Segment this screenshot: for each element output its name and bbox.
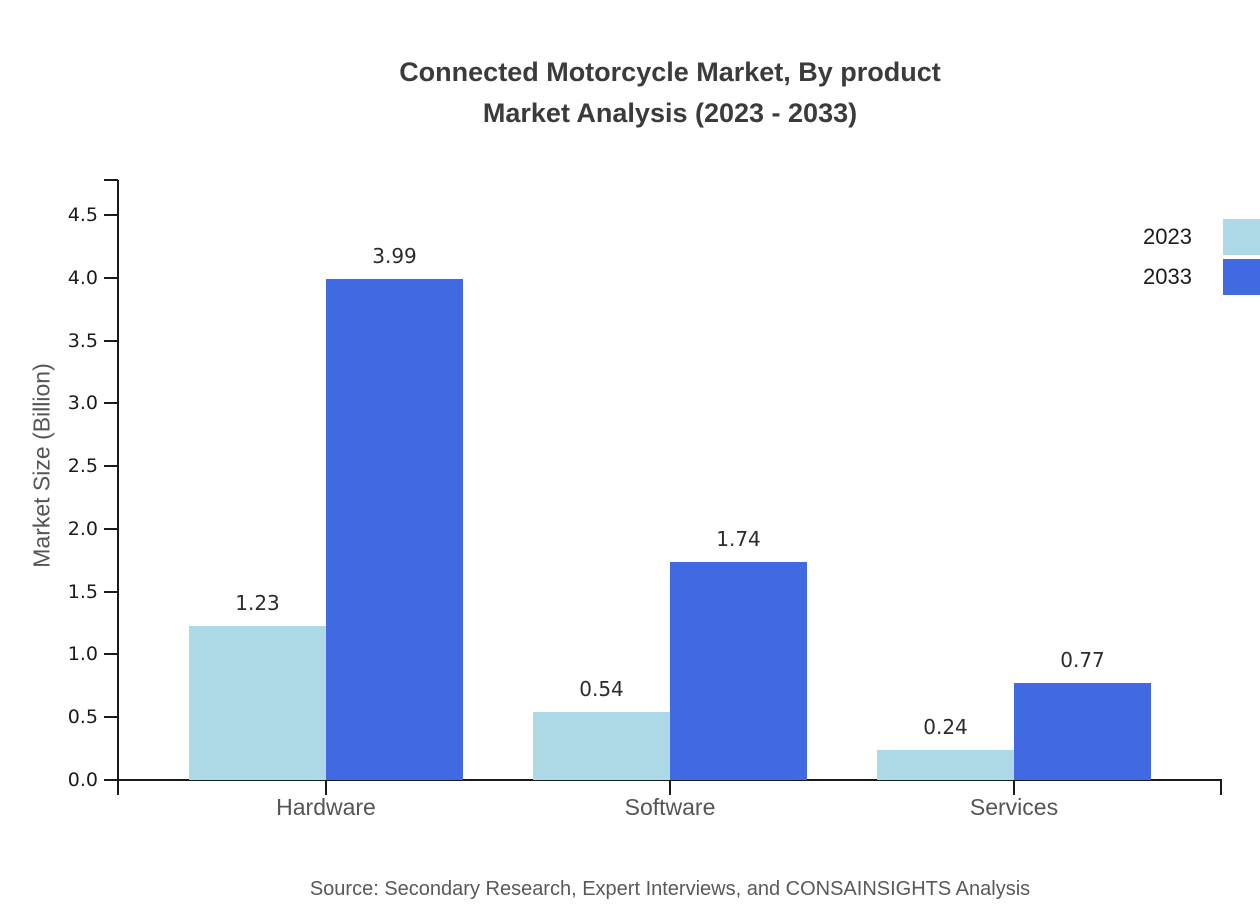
y-tick-label: 2.5 [67, 455, 98, 477]
x-tick-mark [669, 780, 671, 795]
y-tick-mark [104, 716, 118, 718]
y-tick-label: 3.5 [67, 330, 98, 352]
y-axis-line [117, 180, 119, 781]
legend-label-2023: 2023 [1143, 224, 1192, 249]
legend-swatch-2023 [1223, 219, 1260, 255]
bar-2023-services [877, 750, 1014, 780]
y-tick-mark [104, 465, 118, 467]
y-tick-label: 1.0 [67, 643, 98, 665]
x-category-label: Hardware [276, 794, 376, 820]
chart-title-line-1: Connected Motorcycle Market, By product [399, 57, 941, 87]
bar-value-label: 3.99 [372, 244, 417, 268]
y-tick-mark [104, 277, 118, 279]
x-axis-end-cap-left [117, 780, 119, 795]
source-note: Source: Secondary Research, Expert Inter… [309, 878, 1031, 900]
bar-value-label: 0.77 [1060, 648, 1105, 672]
y-tick-mark [104, 528, 118, 530]
y-tick-label: 2.0 [67, 518, 98, 540]
x-category-label: Services [969, 794, 1059, 820]
x-axis-end-cap-right [1220, 780, 1222, 795]
bar-value-label: 0.54 [579, 677, 624, 701]
bar-2023-hardware [189, 626, 326, 780]
legend-swatch-2033 [1223, 259, 1260, 295]
y-tick-label: 4.5 [67, 204, 98, 226]
chart-title: Connected Motorcycle Market, By product … [118, 52, 1222, 134]
chart-title-line-2: Market Analysis (2023 - 2033) [482, 98, 858, 128]
y-tick-label: 4.0 [67, 267, 98, 289]
bar-value-label: 0.24 [923, 715, 968, 739]
bar-value-label: 1.74 [716, 527, 761, 551]
y-tick-mark [104, 653, 118, 655]
bar-2033-services [1014, 683, 1151, 780]
bar-value-label: 1.23 [235, 591, 280, 615]
bar-2023-software [533, 712, 670, 780]
y-tick-label: 0.0 [67, 769, 98, 791]
bar-2033-software [670, 562, 807, 780]
y-axis-end-cap [104, 179, 118, 181]
y-tick-label: 3.0 [67, 392, 98, 414]
y-tick-mark [104, 214, 118, 216]
y-tick-label: 0.5 [67, 706, 98, 728]
x-tick-mark [325, 780, 327, 795]
x-category-label: Software [624, 794, 716, 820]
y-tick-mark [104, 779, 118, 781]
y-tick-mark [104, 591, 118, 593]
y-tick-mark [104, 340, 118, 342]
x-tick-mark [1013, 780, 1015, 795]
y-tick-mark [104, 402, 118, 404]
bar-2033-hardware [326, 279, 463, 780]
legend-label-2033: 2033 [1143, 264, 1192, 289]
y-tick-label: 1.5 [67, 581, 98, 603]
